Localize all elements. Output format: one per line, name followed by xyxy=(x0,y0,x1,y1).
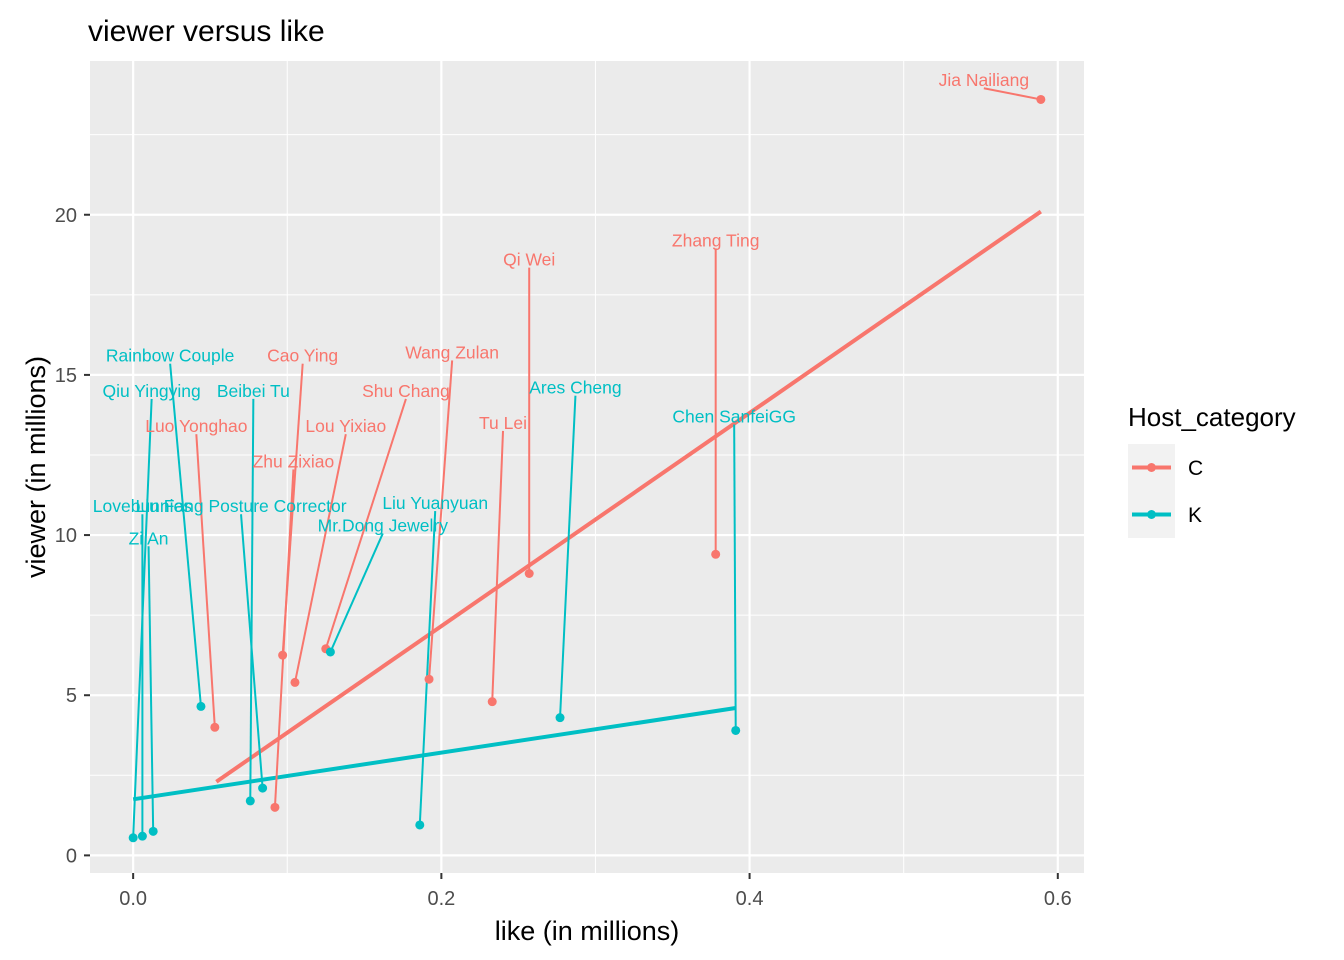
y-tick-label: 20 xyxy=(55,205,77,227)
point-label: Zhang Ting xyxy=(672,230,760,250)
x-axis-title: like (in millions) xyxy=(495,916,680,946)
point-label: Beibei Tu xyxy=(217,381,290,401)
data-point xyxy=(196,701,206,711)
point-label: Mr.Dong Jewelry xyxy=(318,515,449,535)
label-segment xyxy=(195,434,216,728)
point-label: Chen SanfeiGG xyxy=(672,407,796,427)
point-label: Jia Nailiang xyxy=(939,70,1029,90)
point-label: Shu Chang xyxy=(362,381,450,401)
point-label: Lou Yixiao xyxy=(305,416,386,436)
y-tick-label: 15 xyxy=(55,365,77,387)
minor-gridlines xyxy=(90,61,1084,873)
legend-key-point xyxy=(1147,463,1156,472)
legend-keys: CK xyxy=(1128,444,1203,538)
y-tick-label: 10 xyxy=(55,525,77,547)
legend-entry-label: C xyxy=(1188,457,1203,480)
legend: Host_category CK xyxy=(1128,402,1296,538)
data-point xyxy=(278,650,288,660)
label-segment xyxy=(418,510,437,826)
label-segment xyxy=(273,469,295,808)
point-label: Lovebunnies xyxy=(93,496,192,516)
point-label: Ares Cheng xyxy=(529,378,621,398)
point-label: Tu Lei xyxy=(479,413,527,433)
chart-title: viewer versus like xyxy=(88,15,325,48)
point-label: Liu Fang Posture Corrector xyxy=(135,496,346,516)
point-label: Luo Yonghao xyxy=(145,416,247,436)
data-point xyxy=(1036,94,1046,104)
data-point xyxy=(711,549,721,559)
data-point xyxy=(555,713,565,723)
x-tick-label: 0.6 xyxy=(1044,888,1072,910)
data-point xyxy=(148,826,158,836)
point-label: Rainbow Couple xyxy=(106,346,234,366)
legend-title: Host_category xyxy=(1128,402,1296,432)
x-tick-label: 0.0 xyxy=(119,888,147,910)
data-point xyxy=(270,802,280,812)
data-point xyxy=(424,674,434,684)
x-tick-label: 0.2 xyxy=(427,888,455,910)
data-point xyxy=(290,677,300,687)
label-segments xyxy=(132,87,1042,838)
data-point xyxy=(731,725,741,735)
label-segment xyxy=(169,363,202,707)
y-tick-label: 0 xyxy=(66,845,77,867)
label-segment xyxy=(249,398,255,801)
y-tick-label: 5 xyxy=(66,685,77,707)
label-segment xyxy=(491,430,505,702)
trend-line-C xyxy=(215,209,1042,784)
label-segment xyxy=(240,514,264,789)
y-axis: 0 5 10 15 20 xyxy=(55,205,90,867)
x-axis: 0.0 0.2 0.4 0.6 xyxy=(119,873,1072,910)
trend-lines xyxy=(132,209,1042,802)
data-point xyxy=(258,783,268,793)
label-segment xyxy=(559,395,577,718)
data-point xyxy=(487,697,497,707)
point-label: Wang Zulan xyxy=(405,342,499,362)
point-label: Zi An xyxy=(129,528,169,548)
trend-line-K xyxy=(132,706,737,802)
data-point xyxy=(128,833,138,843)
x-tick-label: 0.4 xyxy=(736,888,764,910)
point-label: Qi Wei xyxy=(503,250,555,270)
data-points xyxy=(128,94,1046,843)
point-label: Qiu Yingying xyxy=(103,381,201,401)
label-segment xyxy=(293,433,347,683)
plot-panel xyxy=(90,61,1084,873)
y-axis-title: viewer (in millions) xyxy=(21,356,51,578)
point-label: Liu Yuanyuan xyxy=(382,493,488,513)
legend-entry-label: K xyxy=(1188,504,1202,527)
label-segment xyxy=(733,424,737,731)
label-segment xyxy=(324,398,407,650)
data-point xyxy=(524,569,534,579)
point-label: Zhu Zixiao xyxy=(253,451,335,471)
data-point xyxy=(210,722,220,732)
data-point xyxy=(325,647,335,657)
label-segment xyxy=(983,87,1042,101)
point-label: Cao Ying xyxy=(267,346,338,366)
point-labels: Jia Nailiang Zhang Ting Qi Wei Wang Zulan Ca… xyxy=(93,70,1029,548)
label-segment xyxy=(428,360,454,680)
legend-key-point xyxy=(1147,510,1156,519)
data-point xyxy=(415,820,425,830)
data-point xyxy=(137,831,147,841)
data-point xyxy=(245,796,255,806)
label-segment xyxy=(329,533,384,653)
label-segment xyxy=(147,546,155,832)
